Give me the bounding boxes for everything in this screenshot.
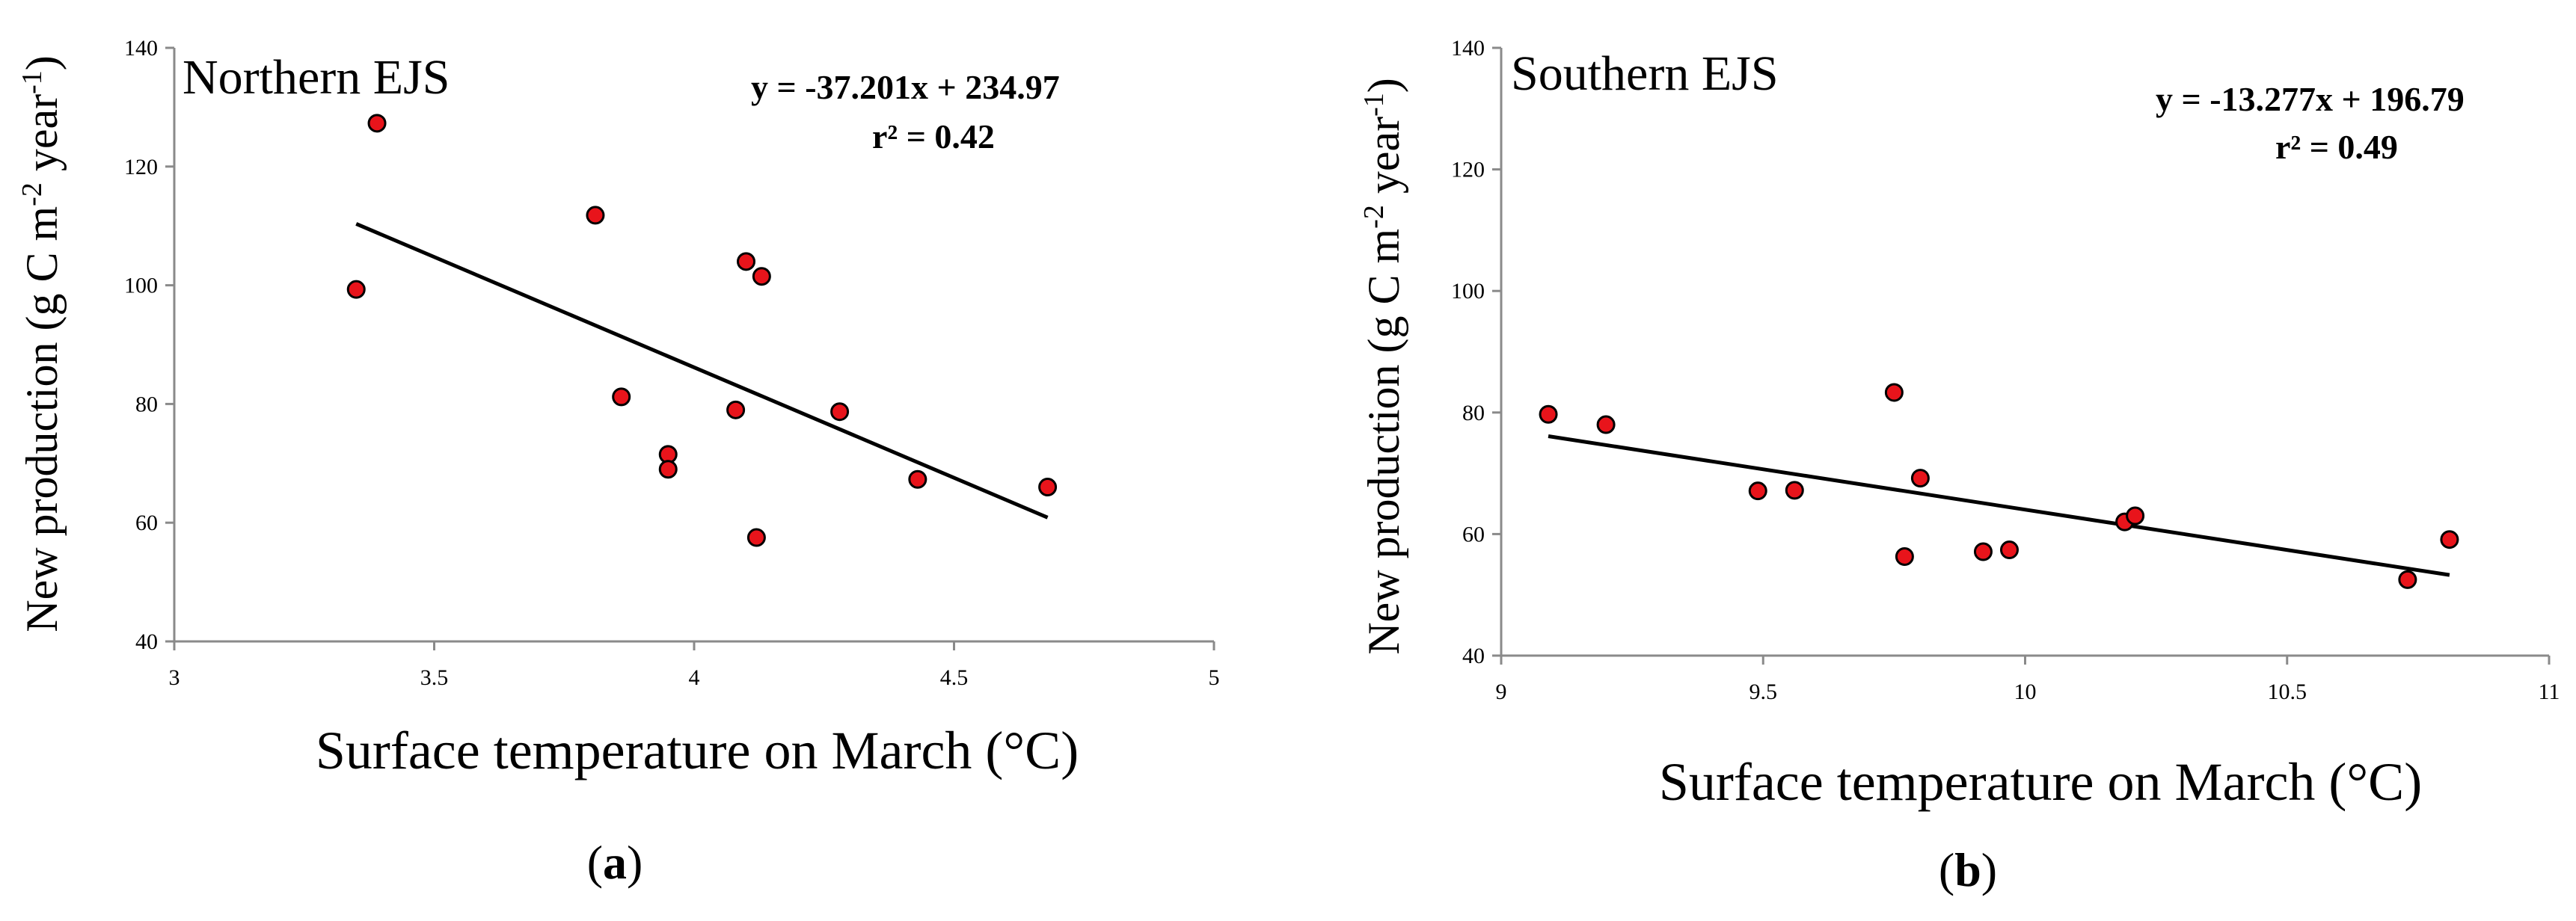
panel-b: 9 9.5 10 10.5 11 40 60 80 100 120 140 Southern EJ… xyxy=(1358,36,2560,896)
panel-a: 3 3.5 4 4.5 5 40 60 80 100 120 140 Northern EJS y… xyxy=(16,36,1220,889)
panel-a-data-point xyxy=(346,280,366,299)
panel-a-y-tick-label: 100 xyxy=(124,274,158,298)
panel-b-y-label: New production (g C m-2 year-1) xyxy=(1358,78,1408,654)
panel-b-x-tick-label: 9.5 xyxy=(1749,680,1778,704)
panel-a-trendline-path xyxy=(355,222,1049,520)
panel-b-x-label: Surface temperature on March (°C) xyxy=(1659,752,2422,812)
panel-a-x-tick-label: 5 xyxy=(1209,665,1220,690)
panel-a-y-tick-label: 80 xyxy=(135,392,158,416)
panel-a-x-tick-label: 3.5 xyxy=(420,665,449,690)
panel-b-trendline xyxy=(1548,434,2450,577)
panel-b-x-tick-label: 11 xyxy=(2539,680,2560,704)
panel-b-equation: y = -13.277x + 196.79 xyxy=(2156,80,2465,118)
panel-a-y-ticks: 40 60 80 100 120 140 xyxy=(124,36,174,654)
panel-b-data-point xyxy=(1785,481,1804,500)
panel-a-r2: r² = 0.42 xyxy=(872,117,995,155)
panel-b-y-tick-label: 100 xyxy=(1451,279,1485,304)
panel-b-x-tick-label: 10 xyxy=(2014,680,2037,704)
panel-b-points xyxy=(1539,383,2459,589)
panel-a-data-point xyxy=(658,460,678,479)
panel-b-data-point xyxy=(1596,415,1616,434)
panel-b-x-ticks: 9 9.5 10 10.5 11 xyxy=(1496,656,2560,704)
panel-b-data-point xyxy=(1748,481,1767,501)
caption-b-close: ) xyxy=(1981,843,1997,896)
panel-b-x-tick-label: 10.5 xyxy=(2268,680,2307,704)
panel-b-data-point xyxy=(1895,546,1914,566)
panel-b-data-point xyxy=(2126,506,2145,526)
panel-a-x-tick-label: 4.5 xyxy=(940,665,969,690)
panel-b-data-point xyxy=(1973,542,1993,561)
panel-a-data-point xyxy=(752,267,771,286)
panel-a-y-tick-label: 140 xyxy=(124,36,158,61)
panel-a-x-tick-label: 3 xyxy=(169,665,180,690)
panel-b-y-tick-label: 120 xyxy=(1451,158,1485,182)
panel-b-data-point xyxy=(1539,404,1558,424)
panel-b-y-tick-label: 40 xyxy=(1462,644,1485,668)
panel-a-data-point xyxy=(746,528,766,547)
panel-b-data-point xyxy=(1910,469,1930,488)
panel-b-y-tick-label: 140 xyxy=(1451,36,1485,61)
panel-a-x-label: Surface temperature on March (°C) xyxy=(316,721,1079,780)
panel-a-data-point xyxy=(726,400,746,419)
panel-b-data-point xyxy=(1999,540,2019,560)
panel-b-trendline-path xyxy=(1548,434,2450,577)
panel-b-y-tick-label: 80 xyxy=(1462,401,1485,425)
panel-b-data-point xyxy=(2398,570,2417,589)
panel-a-points xyxy=(346,114,1058,547)
caption-a-close: ) xyxy=(627,836,643,889)
panel-a-data-point xyxy=(586,206,605,225)
panel-a-y-tick-label: 120 xyxy=(124,155,158,179)
panel-a-data-point xyxy=(908,469,927,489)
caption-a-label: a xyxy=(603,836,627,889)
panel-a-data-point xyxy=(612,387,631,407)
caption-b-open: ( xyxy=(1939,843,1954,896)
caption-a: (a) xyxy=(587,836,643,889)
caption-a-open: ( xyxy=(587,836,603,889)
panel-a-y-tick-label: 60 xyxy=(135,511,158,535)
panel-b-data-point xyxy=(1884,383,1904,402)
panel-b-data-point xyxy=(2440,530,2459,549)
panel-a-y-tick-label: 40 xyxy=(135,629,158,654)
panel-a-x-ticks: 3 3.5 4 4.5 5 xyxy=(169,641,1220,690)
panel-b-x-tick-label: 9 xyxy=(1496,680,1507,704)
caption-b: (b) xyxy=(1939,843,1997,896)
caption-b-label: b xyxy=(1954,843,1981,896)
panel-b-r2: r² = 0.49 xyxy=(2275,128,2398,166)
panel-b-title: Southern EJS xyxy=(1511,46,1779,101)
panel-a-data-point xyxy=(1038,478,1058,497)
panel-a-data-point xyxy=(367,114,387,133)
panel-a-x-tick-label: 4 xyxy=(689,665,700,690)
panel-b-y-ticks: 40 60 80 100 120 140 xyxy=(1451,36,1501,668)
panel-a-equation: y = -37.201x + 234.97 xyxy=(751,68,1060,106)
panel-b-y-tick-label: 60 xyxy=(1462,522,1485,546)
panel-a-data-point xyxy=(830,402,850,422)
panel-a-trendline xyxy=(355,222,1049,520)
panel-a-data-point xyxy=(737,252,755,271)
panel-a-y-label: New production (g C m-2 year-1) xyxy=(16,55,67,632)
panel-a-title: Northern EJS xyxy=(183,50,450,105)
